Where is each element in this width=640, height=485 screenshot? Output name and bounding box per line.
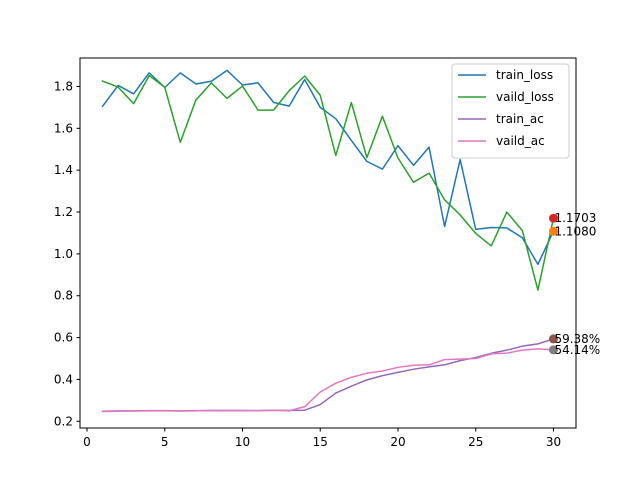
x-tick-label: 25 — [468, 435, 483, 449]
data-label-train-ac: 59.38% — [554, 332, 600, 346]
y-tick-label: 1.2 — [54, 205, 73, 219]
legend: train_loss vaild_loss train_ac vaild_ac — [451, 63, 570, 159]
data-label-train-loss: 1.1080 — [554, 224, 596, 238]
series-lines — [101, 69, 555, 413]
y-tick-label: 0.4 — [54, 372, 73, 386]
data-label-vaild-ac: 54.14% — [554, 343, 600, 357]
x-tick-label: 10 — [235, 435, 250, 449]
y-tick-label: 0.6 — [54, 331, 73, 345]
legend-box — [451, 63, 570, 159]
x-tick-label: 30 — [546, 435, 561, 449]
x-tick-label: 15 — [313, 435, 328, 449]
end-marker-train-ac — [548, 334, 558, 344]
series-line-train-ac — [101, 337, 555, 413]
data-label-vaild-loss: 1.1703 — [554, 211, 596, 225]
legend-label-train-ac: train_ac — [496, 112, 544, 126]
series-line-vaild-ac — [101, 348, 555, 413]
series-line-train-loss — [101, 69, 555, 266]
y-tick-label: 1.8 — [54, 79, 73, 93]
plot-frame — [79, 57, 577, 429]
end-marker-train-loss — [548, 226, 558, 236]
end-marker-vaild-loss — [548, 213, 558, 223]
y-tick-label: 0.8 — [54, 289, 73, 303]
y-axis: 0.2 0.4 0.6 0.8 1.0 1.2 1.4 1.6 1.8 — [54, 79, 80, 428]
series-line-vaild-loss — [101, 74, 555, 291]
y-tick-label: 1.0 — [54, 247, 73, 261]
legend-label-vaild-loss: vaild_loss — [496, 90, 554, 104]
y-tick-label: 1.6 — [54, 121, 73, 135]
y-tick-label: 1.4 — [54, 163, 73, 177]
end-marker-vaild-ac — [548, 345, 558, 355]
legend-label-train-loss: train_loss — [496, 68, 553, 82]
y-tick-label: 0.2 — [54, 414, 73, 428]
x-tick-label: 0 — [83, 435, 91, 449]
legend-label-vaild-ac: vaild_ac — [496, 134, 545, 148]
x-tick-label: 5 — [161, 435, 169, 449]
x-tick-label: 20 — [390, 435, 405, 449]
x-axis: 0 5 10 15 20 25 30 — [83, 428, 561, 449]
